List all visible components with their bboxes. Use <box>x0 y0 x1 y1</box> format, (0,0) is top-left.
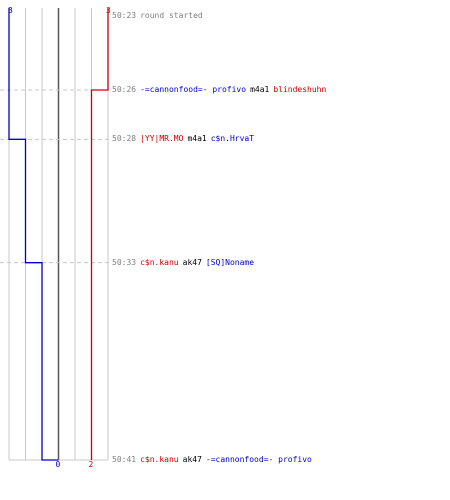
event-row: 50:41 c$n.kanu ak47 -=cannonfood=- profivo <box>112 455 316 465</box>
event-row: 50:26 -=cannonfood=- profivo m4a1 blindeshu… <box>112 85 330 95</box>
event-time: 50:28 <box>112 134 137 144</box>
event-weapon: m4a1 <box>250 85 270 94</box>
event-message: round started <box>140 11 203 20</box>
event-time: 50:26 <box>112 85 137 94</box>
event-killer: c$n.kanu <box>140 257 179 267</box>
event-killer: -=cannonfood=- profivo <box>140 85 247 94</box>
event-time: 50:23 <box>112 11 137 20</box>
series-labels: 3 0 3 2 <box>8 6 111 469</box>
event-victim: -=cannonfood=- profivo <box>205 455 312 464</box>
series-start-label-2: 3 <box>106 6 111 15</box>
event-row: 50:33 c$n.kanu ak47 [SQ]Noname <box>112 258 258 268</box>
series-end-label-1: 0 <box>56 460 61 469</box>
event-killer: |YY|MR.MO <box>140 134 184 144</box>
event-victim: [SQ]Noname <box>205 257 255 267</box>
event-weapon: ak47 <box>182 455 202 464</box>
series-lines <box>8 8 109 461</box>
event-time: 50:41 <box>112 455 137 464</box>
series-start-label-1: 3 <box>8 6 13 15</box>
series-end-label-2: 2 <box>89 460 94 469</box>
event-victim: blindeshuhn <box>273 85 327 94</box>
series-line-2 <box>90 8 109 460</box>
event-weapon: m4a1 <box>187 134 207 144</box>
event-row: 50:23 round started <box>112 11 207 21</box>
event-time: 50:33 <box>112 257 137 267</box>
event-victim: c$n.HrvaT <box>210 134 255 144</box>
event-row: 50:28 |YY|MR.MO m4a1 c$n.HrvaT <box>112 134 258 144</box>
event-killer: c$n.kanu <box>140 455 179 464</box>
event-weapon: ak47 <box>182 257 202 267</box>
series-line-1 <box>8 8 59 461</box>
